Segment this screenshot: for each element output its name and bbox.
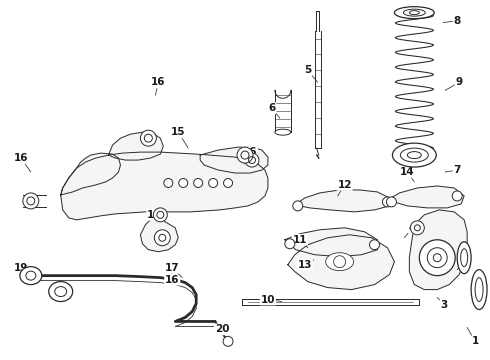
Polygon shape (61, 153, 121, 195)
Circle shape (293, 201, 303, 211)
Ellipse shape (407, 152, 421, 159)
Polygon shape (141, 215, 178, 252)
Text: 6: 6 (268, 103, 275, 113)
Circle shape (154, 230, 171, 246)
Polygon shape (61, 152, 268, 220)
Polygon shape (288, 235, 394, 289)
Circle shape (223, 336, 233, 346)
Circle shape (369, 240, 379, 250)
Text: 16: 16 (165, 275, 179, 285)
Circle shape (141, 130, 156, 146)
Ellipse shape (392, 143, 436, 167)
Polygon shape (285, 228, 377, 257)
Text: 8: 8 (454, 15, 461, 26)
Circle shape (245, 153, 259, 167)
Text: 20: 20 (215, 324, 229, 334)
Text: 15: 15 (171, 127, 186, 137)
Text: 16: 16 (14, 153, 28, 163)
Circle shape (164, 179, 173, 188)
Ellipse shape (471, 270, 487, 310)
Ellipse shape (400, 148, 428, 162)
Text: 18: 18 (55, 289, 70, 300)
Circle shape (209, 179, 218, 188)
Ellipse shape (326, 253, 354, 271)
Circle shape (237, 147, 253, 163)
Text: 4: 4 (409, 223, 416, 233)
Text: 1: 1 (471, 336, 479, 346)
Ellipse shape (457, 242, 471, 274)
Polygon shape (388, 186, 464, 208)
Circle shape (452, 191, 462, 201)
Text: 5: 5 (304, 66, 311, 76)
Ellipse shape (275, 129, 291, 135)
Circle shape (223, 179, 233, 188)
Polygon shape (295, 190, 390, 212)
Polygon shape (108, 132, 163, 160)
Text: 16: 16 (147, 210, 162, 220)
Circle shape (179, 179, 188, 188)
Text: 2: 2 (462, 257, 469, 267)
Text: 17: 17 (165, 263, 180, 273)
Text: 16: 16 (243, 147, 257, 157)
Ellipse shape (409, 11, 419, 15)
Text: 12: 12 (337, 180, 352, 190)
Circle shape (410, 221, 424, 235)
Text: 11: 11 (293, 235, 307, 245)
Polygon shape (409, 210, 467, 289)
Polygon shape (200, 147, 268, 173)
Ellipse shape (49, 282, 73, 302)
Text: 9: 9 (456, 77, 463, 87)
Text: 16: 16 (151, 77, 166, 87)
Circle shape (194, 179, 203, 188)
Text: 14: 14 (400, 167, 415, 177)
Circle shape (383, 197, 392, 207)
Ellipse shape (403, 9, 425, 16)
Circle shape (387, 197, 396, 207)
Ellipse shape (394, 7, 434, 19)
Text: 13: 13 (297, 260, 312, 270)
Ellipse shape (20, 267, 42, 285)
Circle shape (285, 239, 295, 249)
Circle shape (419, 240, 455, 276)
Circle shape (153, 208, 167, 222)
Text: 7: 7 (453, 165, 461, 175)
Circle shape (334, 256, 345, 268)
Text: 19: 19 (14, 263, 28, 273)
Text: 3: 3 (441, 300, 448, 310)
Circle shape (23, 193, 39, 209)
Text: 10: 10 (261, 294, 275, 305)
